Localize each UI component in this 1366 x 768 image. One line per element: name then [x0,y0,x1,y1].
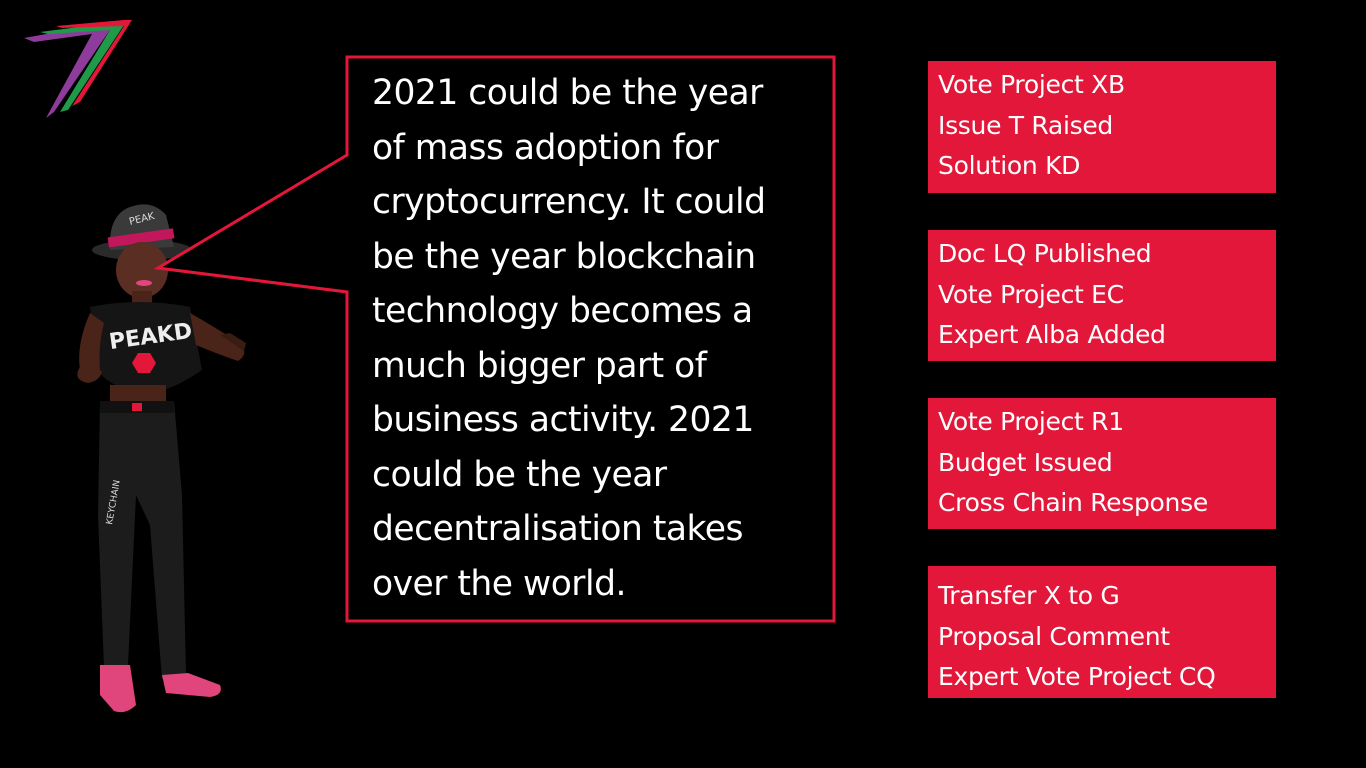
event-line: Transfer X to G [938,581,1120,610]
event-line: Expert Alba Added [938,320,1166,349]
event-line: Expert Vote Project CQ [938,662,1216,691]
event-line: Proposal Comment [938,621,1170,651]
event-line: Vote Project R1 [938,407,1124,436]
seven-logo [24,20,132,118]
event-line: Budget Issued [938,447,1113,477]
event-line: Solution KD [938,151,1081,180]
event-line: Cross Chain Response [938,488,1208,517]
speech-text: 2021 could be the year of mass adoption … [372,73,766,604]
event-line: Issue T Raised [938,110,1113,140]
event-box: Doc LQ Published Vote Project EC Expert … [928,230,1276,361]
event-line: Vote Project EC [938,279,1124,309]
event-line: Vote Project XB [938,70,1125,99]
avatar-figure: PEAK PEAKD KEYCHAIN [77,204,246,713]
event-box: Vote Project R1 Budget Issued Cross Chai… [928,398,1276,529]
event-line: Doc LQ Published [938,239,1152,268]
event-box: Vote Project XB Issue T Raised Solution … [928,61,1276,193]
event-box: Transfer X to G Proposal Comment Expert … [928,566,1276,698]
